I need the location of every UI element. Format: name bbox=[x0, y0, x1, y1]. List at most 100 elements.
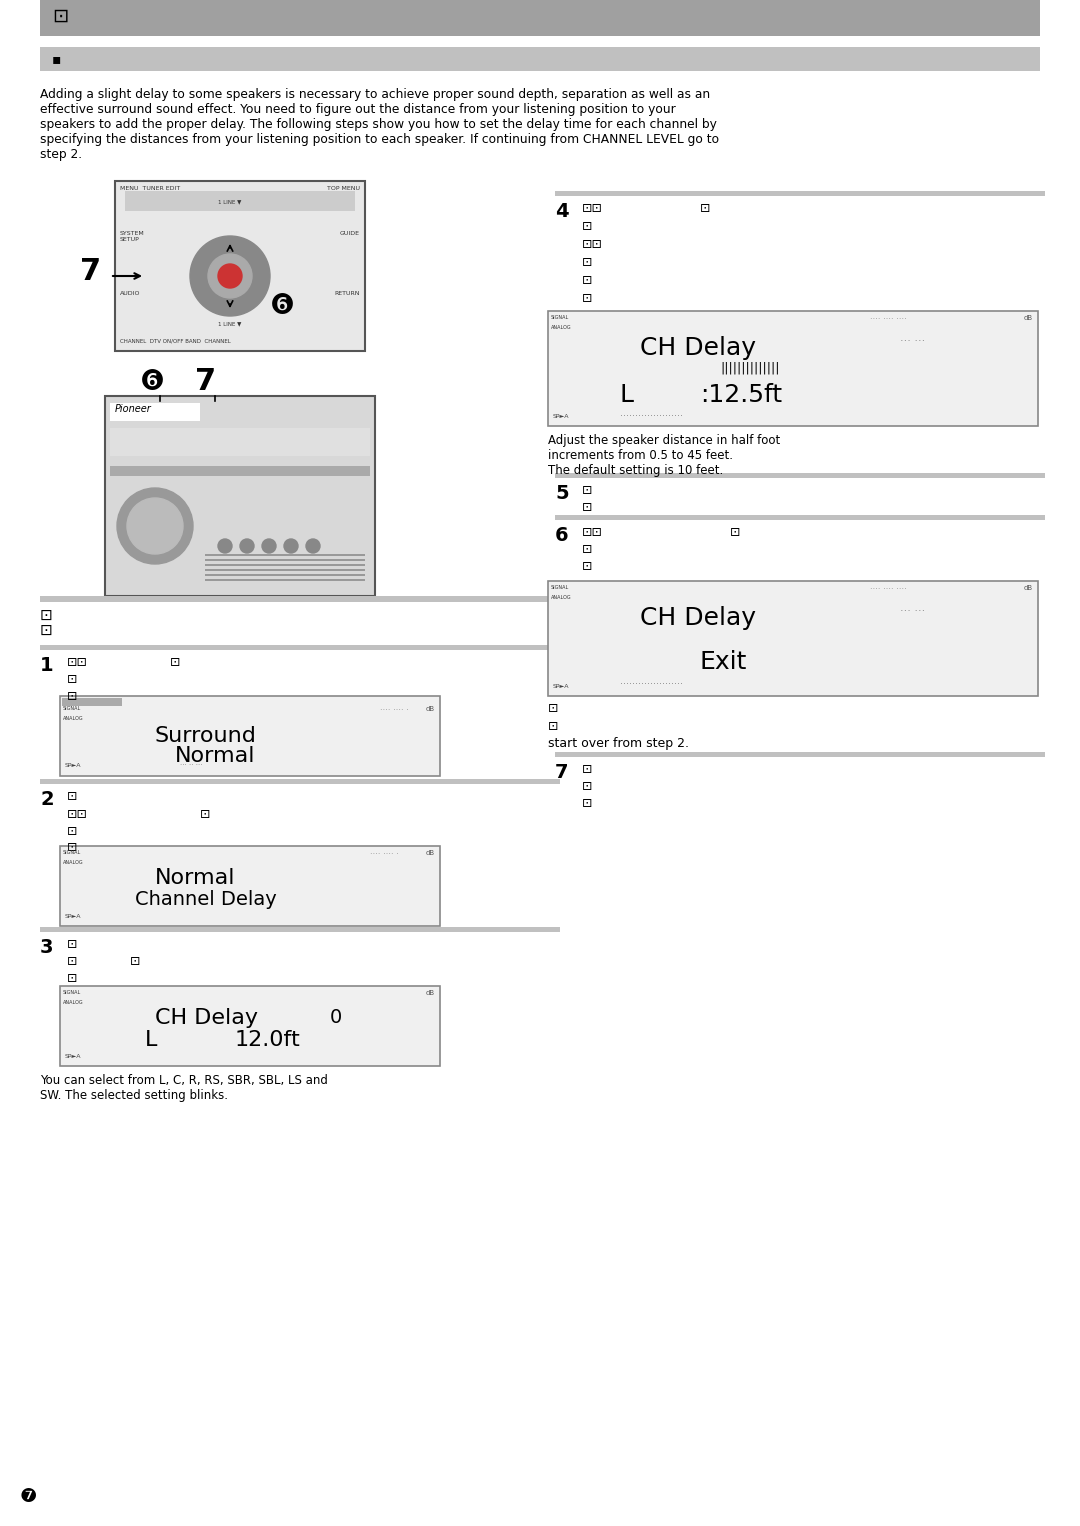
Bar bbox=[40, 597, 561, 601]
Bar bbox=[548, 311, 1038, 426]
Circle shape bbox=[127, 497, 183, 554]
Text: ⊡: ⊡ bbox=[67, 826, 78, 838]
Text: MENU  TUNER EDIT: MENU TUNER EDIT bbox=[120, 186, 180, 191]
Text: ···· ···· ·: ···· ···· · bbox=[380, 707, 409, 716]
Circle shape bbox=[240, 539, 254, 552]
Bar bbox=[110, 427, 370, 456]
Text: ⊡: ⊡ bbox=[582, 256, 593, 269]
Text: ANALOG: ANALOG bbox=[63, 716, 83, 720]
Circle shape bbox=[218, 264, 242, 288]
Text: The default setting is 10 feet.: The default setting is 10 feet. bbox=[548, 464, 724, 478]
Text: 2: 2 bbox=[40, 790, 54, 809]
Text: CH Delay: CH Delay bbox=[640, 606, 756, 630]
Text: ❻: ❻ bbox=[270, 291, 295, 320]
Text: 7: 7 bbox=[195, 366, 216, 397]
Text: 12.0ft: 12.0ft bbox=[235, 1030, 300, 1050]
Text: 5: 5 bbox=[555, 484, 569, 504]
Text: ⊡: ⊡ bbox=[67, 955, 78, 967]
Bar bbox=[205, 574, 365, 575]
Text: ···· ···· ·: ···· ···· · bbox=[370, 850, 399, 859]
Text: ⊡: ⊡ bbox=[582, 797, 593, 810]
Text: dB: dB bbox=[426, 707, 435, 713]
Text: SIGNAL: SIGNAL bbox=[63, 990, 81, 995]
Text: 6: 6 bbox=[555, 526, 569, 545]
Text: ⊡: ⊡ bbox=[67, 790, 78, 803]
Bar bbox=[62, 697, 122, 707]
Text: ANALOG: ANALOG bbox=[551, 595, 571, 600]
Bar bbox=[555, 473, 1045, 478]
Circle shape bbox=[306, 539, 320, 552]
Text: SP►A: SP►A bbox=[553, 414, 569, 420]
Circle shape bbox=[284, 539, 298, 552]
Text: SIGNAL: SIGNAL bbox=[551, 314, 569, 320]
Text: ⊡⊡: ⊡⊡ bbox=[582, 526, 603, 539]
Text: SIGNAL: SIGNAL bbox=[551, 584, 569, 591]
Text: ⊡⊡: ⊡⊡ bbox=[67, 656, 87, 668]
Text: ⊡: ⊡ bbox=[582, 560, 593, 572]
Text: 0: 0 bbox=[330, 1009, 342, 1027]
Text: Normal: Normal bbox=[175, 746, 256, 766]
Text: 7: 7 bbox=[80, 256, 102, 285]
Bar bbox=[40, 47, 1040, 72]
Text: ⊡: ⊡ bbox=[548, 702, 558, 716]
Text: dB: dB bbox=[426, 850, 435, 856]
Text: ❼: ❼ bbox=[21, 1486, 38, 1506]
Circle shape bbox=[218, 539, 232, 552]
Bar bbox=[40, 926, 561, 932]
Circle shape bbox=[117, 488, 193, 565]
Text: ⊡: ⊡ bbox=[40, 607, 53, 623]
Bar bbox=[105, 397, 375, 597]
Text: ||||||||||||||: |||||||||||||| bbox=[720, 362, 780, 374]
Text: You can select from L, C, R, RS, SBR, SBL, LS and: You can select from L, C, R, RS, SBR, SB… bbox=[40, 1074, 328, 1087]
Bar bbox=[125, 191, 355, 211]
Text: ·····················: ····················· bbox=[620, 410, 683, 421]
Text: ⊡: ⊡ bbox=[582, 291, 593, 305]
Text: 1 LINE ▼: 1 LINE ▼ bbox=[218, 198, 242, 204]
Bar bbox=[205, 565, 365, 566]
Circle shape bbox=[262, 539, 276, 552]
Bar bbox=[555, 514, 1045, 520]
Text: ANALOG: ANALOG bbox=[551, 325, 571, 330]
Text: AUDIO: AUDIO bbox=[120, 291, 140, 296]
Text: ⊡: ⊡ bbox=[40, 623, 53, 638]
Text: :12.5ft: :12.5ft bbox=[700, 383, 782, 407]
Bar bbox=[60, 696, 440, 777]
Text: ⊡: ⊡ bbox=[67, 690, 78, 703]
Text: ⊡: ⊡ bbox=[582, 763, 593, 777]
Text: ANALOG: ANALOG bbox=[63, 861, 83, 865]
Text: ⊡: ⊡ bbox=[582, 220, 593, 233]
Text: L: L bbox=[620, 383, 634, 407]
Text: ⊡: ⊡ bbox=[67, 938, 78, 951]
Text: Normal: Normal bbox=[156, 868, 235, 888]
Text: Pioneer: Pioneer bbox=[114, 404, 152, 414]
Text: ANALOG: ANALOG bbox=[63, 1000, 83, 1006]
Text: ⊡: ⊡ bbox=[170, 656, 180, 668]
Text: ⊡: ⊡ bbox=[582, 780, 593, 794]
Bar bbox=[110, 465, 370, 476]
Text: dB: dB bbox=[1024, 584, 1032, 591]
Text: 1: 1 bbox=[40, 656, 54, 674]
Text: 3: 3 bbox=[40, 938, 54, 957]
Text: ⊡: ⊡ bbox=[582, 501, 593, 514]
Bar bbox=[555, 191, 1045, 195]
Text: 1 LINE ▼: 1 LINE ▼ bbox=[218, 320, 242, 327]
Text: start over from step 2.: start over from step 2. bbox=[548, 737, 689, 749]
Text: ···· ···· ····: ···· ···· ···· bbox=[870, 584, 907, 594]
Circle shape bbox=[190, 237, 270, 316]
Text: ⊡: ⊡ bbox=[67, 673, 78, 687]
Text: ▪: ▪ bbox=[52, 52, 62, 66]
Bar bbox=[110, 403, 200, 421]
Text: dB: dB bbox=[426, 990, 435, 996]
Text: ··· ···: ··· ··· bbox=[900, 336, 926, 346]
Text: CH Delay: CH Delay bbox=[640, 336, 756, 360]
Text: ⊡: ⊡ bbox=[67, 841, 78, 855]
Bar bbox=[205, 569, 365, 571]
Text: SP►A: SP►A bbox=[553, 684, 569, 690]
Text: Surround: Surround bbox=[156, 726, 257, 746]
Text: ⊡: ⊡ bbox=[582, 275, 593, 287]
Bar bbox=[205, 559, 365, 562]
Text: ··· ·· ···: ··· ·· ··· bbox=[180, 761, 203, 768]
Text: 7: 7 bbox=[555, 763, 568, 781]
Bar bbox=[548, 581, 1038, 696]
Text: SP►A: SP►A bbox=[65, 763, 81, 768]
